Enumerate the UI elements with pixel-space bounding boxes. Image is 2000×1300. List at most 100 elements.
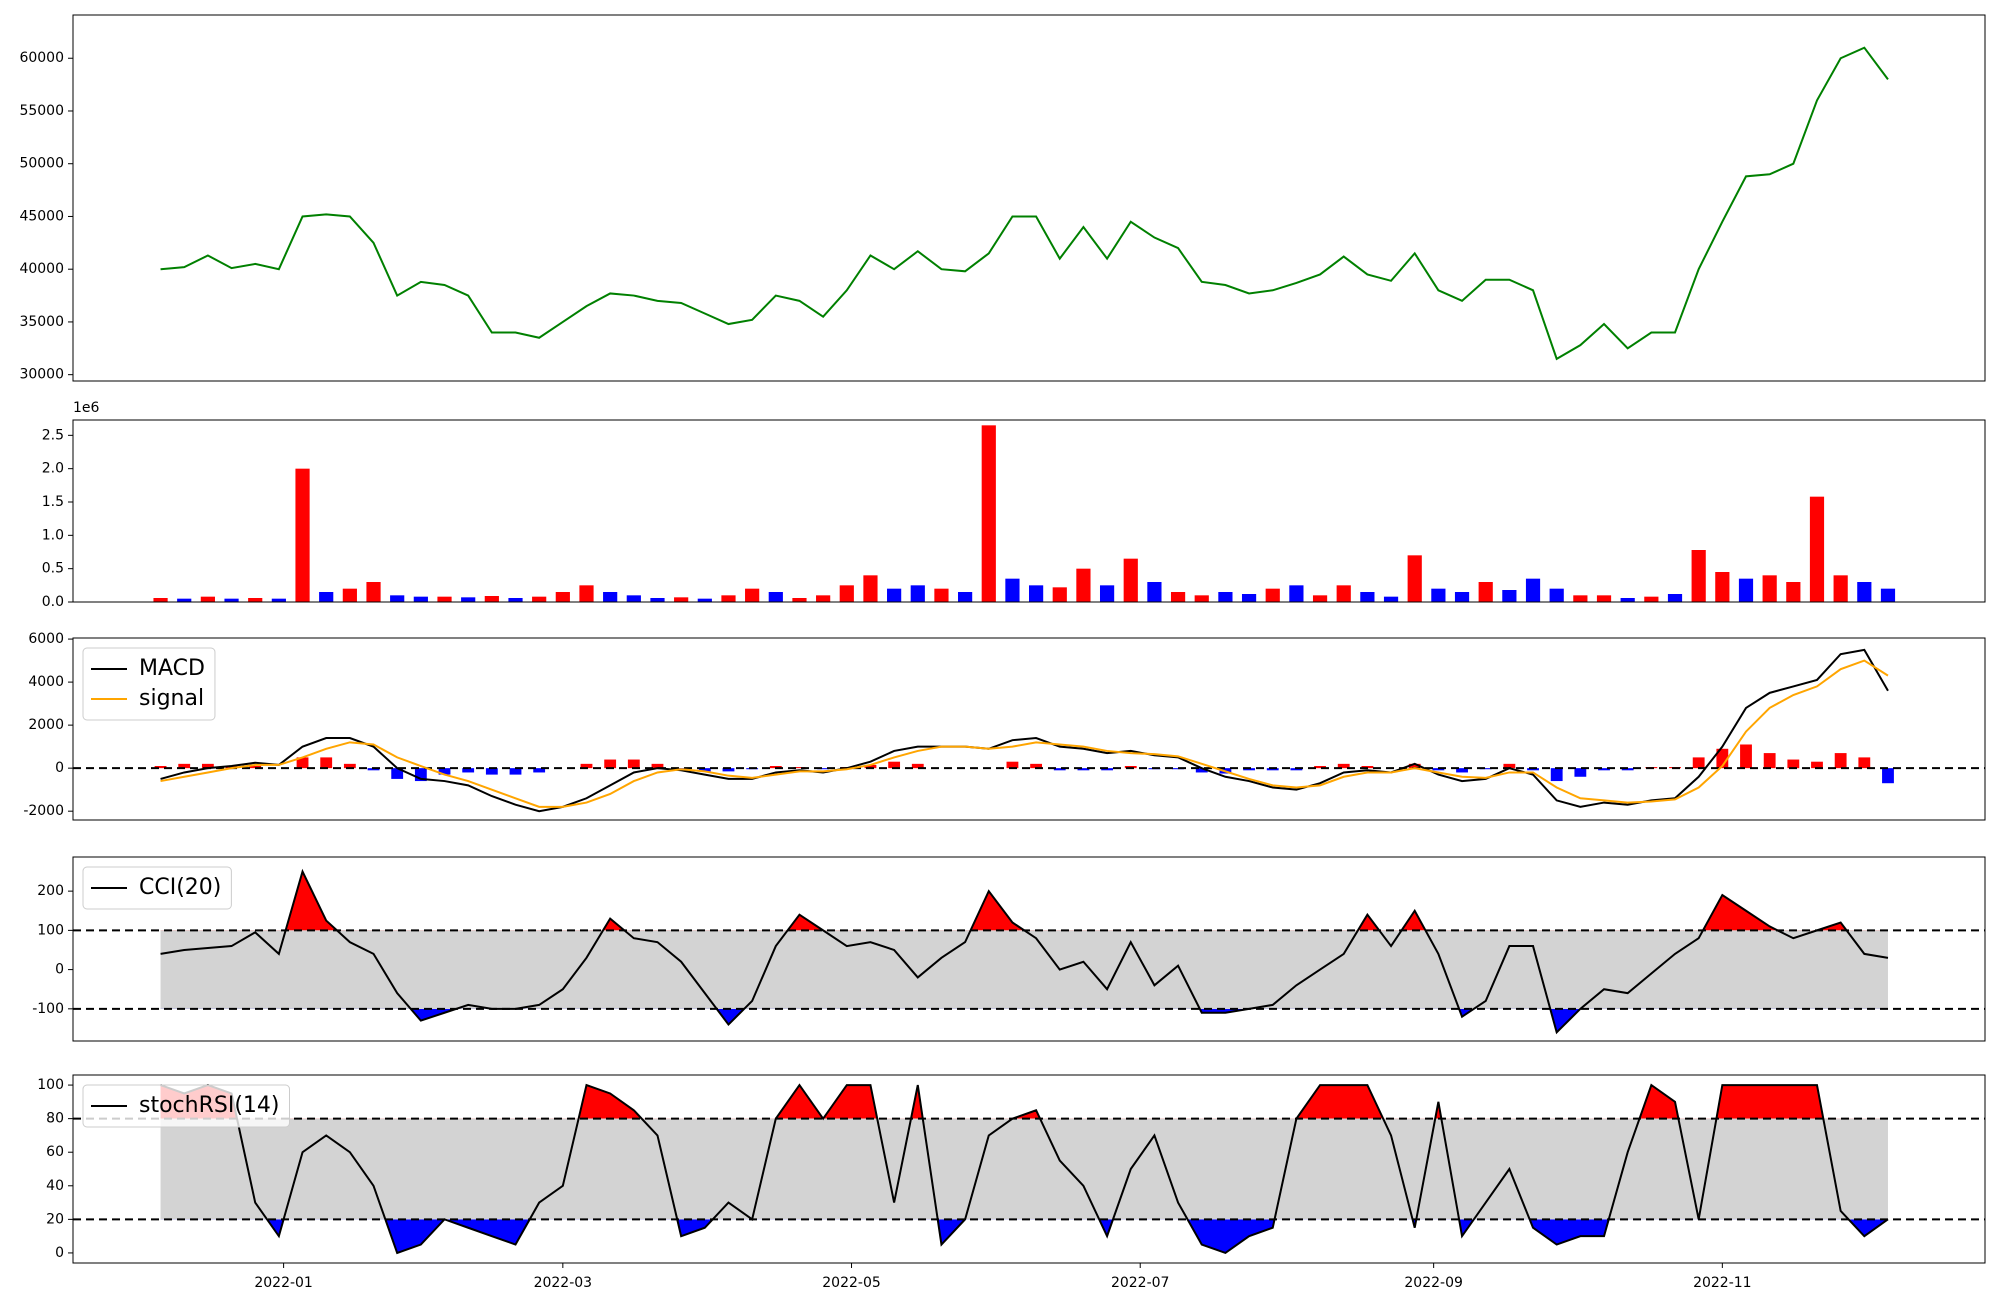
histogram-bar <box>320 757 333 769</box>
volume-bar <box>1407 555 1422 602</box>
volume-bar <box>200 596 215 602</box>
volume-bar <box>863 575 878 602</box>
y-tick-label: 0 <box>55 1245 64 1261</box>
histogram-bar <box>1314 766 1326 769</box>
y-tick-label: 0.0 <box>42 594 64 610</box>
histogram-bar <box>1266 768 1279 771</box>
histogram-bar <box>864 764 877 769</box>
axes-frame <box>72 856 1986 1042</box>
volume-bar <box>461 597 476 602</box>
volume-bar <box>839 585 854 602</box>
y-tick-label: 80 <box>46 1111 64 1127</box>
axes-frame <box>72 14 1986 382</box>
volume-bar <box>816 595 831 602</box>
histogram-bar <box>1882 768 1894 784</box>
volume-bar <box>1762 575 1777 602</box>
y-tick-label: 0.5 <box>42 561 64 577</box>
legend-label: CCI(20) <box>139 875 221 900</box>
volume-bar <box>1573 595 1588 602</box>
volume-bar <box>1099 585 1115 602</box>
y-tick-label: 60000 <box>19 50 64 66</box>
legend-box <box>82 647 216 721</box>
histogram-bar <box>604 759 617 769</box>
histogram-bar <box>1716 748 1729 769</box>
histogram-bar <box>1598 768 1610 771</box>
histogram-bar <box>1030 763 1043 769</box>
histogram-bar <box>722 768 735 772</box>
volume-bar <box>1360 592 1375 602</box>
y-offset-label: 1e6 <box>73 400 100 416</box>
histogram-bar <box>698 768 711 772</box>
volume-bar <box>1336 585 1351 602</box>
histogram-bar <box>438 768 451 775</box>
volume-bar <box>342 588 357 602</box>
y-tick-label: -100 <box>32 1001 64 1017</box>
histogram-bar <box>627 759 640 769</box>
volume-bar <box>1478 582 1493 602</box>
histogram-bar <box>1858 757 1871 769</box>
volume-bar <box>1502 590 1517 602</box>
histogram-bar <box>1124 766 1137 769</box>
level-band <box>160 930 1888 1009</box>
y-tick-label: 100 <box>37 922 64 938</box>
y-tick-label: 60 <box>46 1144 64 1160</box>
volume-bar <box>603 592 618 602</box>
histogram-bar <box>225 766 238 769</box>
volume-bar <box>981 425 996 602</box>
level-band <box>160 1118 1888 1220</box>
volume-bar <box>1809 496 1825 602</box>
legend-box <box>82 866 232 910</box>
volume-bar <box>1170 592 1186 602</box>
histogram-bar <box>533 768 546 773</box>
volume-bar <box>1312 595 1328 602</box>
volume-bar <box>1880 588 1896 602</box>
volume-bar <box>248 598 263 602</box>
histogram-bar <box>1290 768 1303 771</box>
axes-frame <box>72 637 1986 821</box>
histogram-bar <box>249 766 262 769</box>
histogram-bar <box>1077 768 1090 771</box>
volume-bar <box>295 468 310 602</box>
volume-bar <box>1549 588 1564 602</box>
series-line <box>160 659 1889 808</box>
volume-bar <box>768 592 783 602</box>
x-tick-label: 2022-01 <box>254 1275 313 1291</box>
histogram-bar <box>769 766 782 769</box>
y-tick-label: 50000 <box>19 156 64 172</box>
histogram-bar <box>1006 761 1019 769</box>
volume-bar <box>1076 568 1091 602</box>
volume-bar <box>1644 596 1659 602</box>
volume-bar <box>1289 585 1304 602</box>
y-tick-label: 0 <box>55 760 64 776</box>
volume-bar <box>958 592 973 602</box>
x-tick-label: 2022-11 <box>1693 1275 1752 1291</box>
volume-bar <box>1241 594 1257 602</box>
y-tick-label: 1.0 <box>42 527 64 543</box>
histogram-bar <box>509 768 522 775</box>
series-line <box>160 648 1889 813</box>
volume-bar <box>1431 588 1446 602</box>
volume-bar <box>934 588 949 602</box>
series-line <box>160 868 1889 1035</box>
volume-bar <box>153 598 168 602</box>
histogram-bar <box>1053 768 1066 771</box>
volume-bar <box>745 588 760 602</box>
volume-bar <box>1833 575 1848 602</box>
volume-bar <box>437 596 452 602</box>
volume-bar <box>792 598 807 602</box>
volume-bar <box>1052 587 1067 602</box>
y-tick-label: 1.5 <box>42 494 64 510</box>
y-tick-label: -2000 <box>23 803 64 819</box>
x-tick-label: 2022-03 <box>534 1275 593 1291</box>
volume-bar <box>1005 578 1020 602</box>
histogram-bar <box>888 761 901 769</box>
volume-bar <box>1454 592 1470 602</box>
histogram-bar <box>201 763 214 769</box>
volume-bar <box>887 588 902 602</box>
y-tick-label: 20 <box>46 1211 64 1227</box>
legend-label: signal <box>139 686 204 711</box>
histogram-bar <box>1432 768 1445 771</box>
volume-bar <box>508 598 523 602</box>
volume-bar <box>1265 588 1280 602</box>
